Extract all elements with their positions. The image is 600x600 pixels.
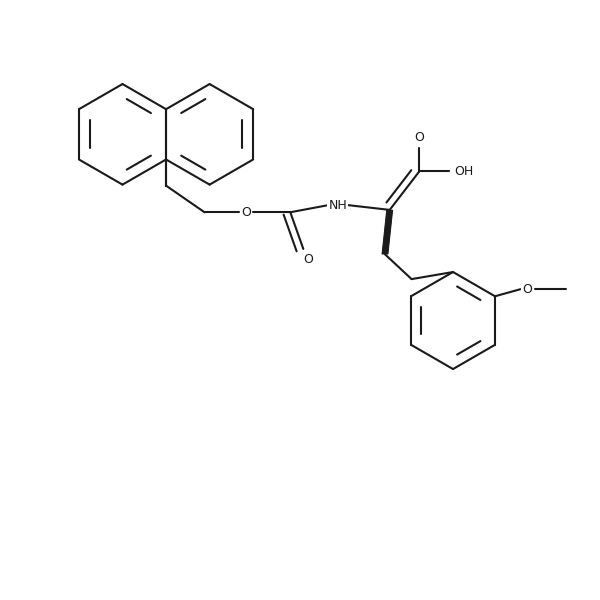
Text: O: O [523,283,533,296]
Text: O: O [303,253,313,266]
Text: NH: NH [328,199,347,212]
Text: O: O [241,206,251,219]
Text: O: O [415,131,424,143]
Text: OH: OH [454,165,473,178]
